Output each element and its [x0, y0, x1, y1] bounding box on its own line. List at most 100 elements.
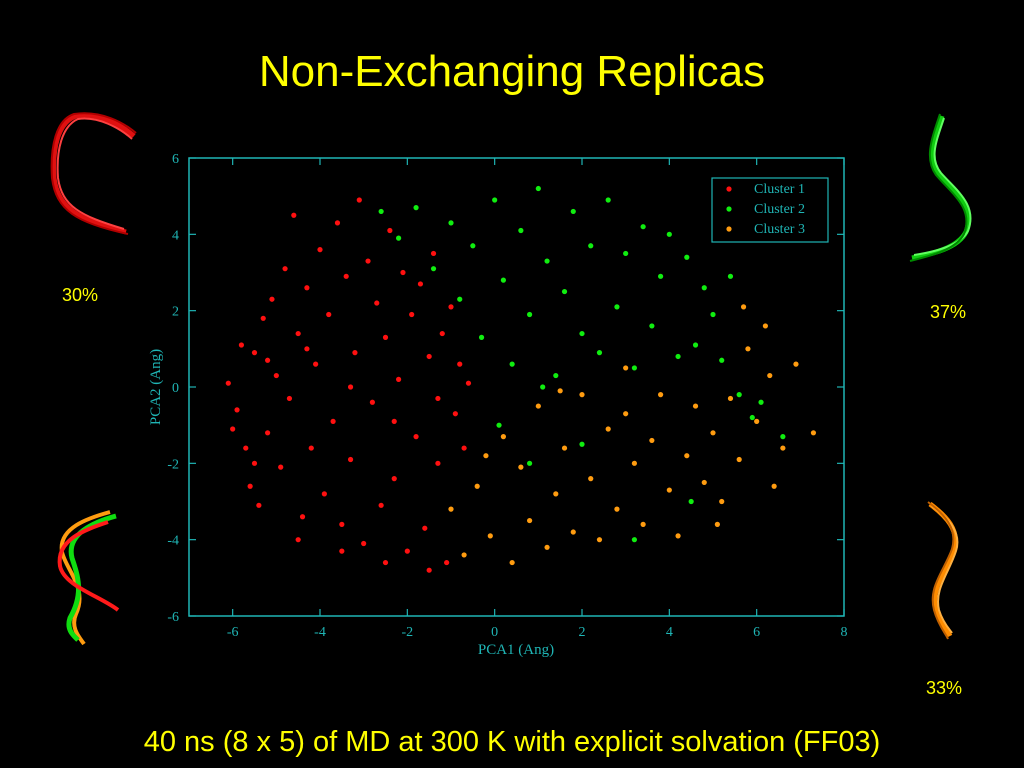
cluster3-point — [535, 403, 541, 409]
cluster1-point — [352, 350, 358, 356]
cluster1-point — [430, 250, 437, 257]
cluster3-point — [596, 537, 603, 543]
cluster1-point — [321, 491, 327, 497]
cluster3-point — [483, 453, 489, 459]
cluster1-point — [391, 418, 397, 424]
cluster1-point — [234, 407, 240, 413]
cluster2-point — [596, 350, 603, 356]
cluster3-point — [658, 392, 664, 398]
cluster1-point — [225, 380, 231, 386]
cluster2-point — [640, 224, 646, 230]
cluster2-point — [666, 231, 672, 237]
cluster3-point — [701, 479, 707, 486]
cluster1-point — [426, 567, 432, 573]
cluster2-point — [623, 250, 629, 257]
cluster2-point — [758, 399, 764, 405]
cluster1-point — [374, 300, 380, 306]
cluster1-point — [465, 380, 472, 386]
cluster1-point — [291, 212, 297, 218]
cluster3-point — [710, 430, 716, 436]
cluster3-point — [649, 437, 655, 444]
cluster2-point — [649, 323, 655, 329]
cluster1-percent: 30% — [62, 285, 99, 305]
x-tick-label: 0 — [491, 625, 498, 640]
y-tick-label: 0 — [172, 381, 179, 396]
cluster3-point — [527, 517, 533, 524]
y-tick-label: -4 — [167, 534, 179, 549]
x-tick-label: 4 — [666, 625, 673, 640]
cluster2-point — [631, 365, 637, 371]
plot-frame — [188, 157, 845, 617]
pca-scatter-chart: -6 -4 -2 0 2 4 6 8 -6 -4 -2 0 2 4 6 PCA1 (Ang) PCA2 (… — [148, 152, 848, 658]
y-tick-label: 4 — [172, 228, 179, 243]
cluster3-point — [561, 445, 568, 451]
cluster2-point — [478, 334, 485, 340]
cluster2-point — [553, 372, 559, 379]
cluster3-point — [727, 395, 734, 402]
cluster2-point — [579, 441, 585, 447]
cluster1-point — [404, 548, 410, 554]
cluster1-point — [369, 399, 375, 405]
cluster2-point — [457, 296, 463, 302]
cluster3-percent: 33% — [926, 678, 963, 698]
cluster3-point — [780, 445, 786, 451]
cluster1-point — [269, 296, 275, 302]
cluster1-point — [387, 227, 393, 234]
cluster1-point — [317, 247, 323, 253]
cluster3-point — [448, 506, 454, 512]
cluster1-point — [273, 372, 279, 379]
x-axis-label: PCA1 (Ang) — [478, 642, 554, 658]
cluster1-point — [308, 445, 314, 451]
cluster1-point — [343, 273, 349, 279]
cluster1-point — [409, 311, 415, 318]
cluster2-point — [719, 357, 725, 363]
cluster2-point — [780, 434, 786, 440]
cluster2-point — [540, 384, 546, 390]
cluster1-point — [461, 445, 467, 451]
x-tick-label: -6 — [227, 625, 239, 640]
cluster2-point — [710, 311, 716, 318]
cluster1-point — [304, 346, 310, 352]
cluster1-point — [313, 361, 319, 367]
cluster1-point — [391, 476, 397, 482]
legend-marker — [726, 226, 732, 232]
cluster1-point — [295, 537, 301, 543]
cluster1-point — [382, 559, 389, 566]
cluster1-point — [243, 445, 249, 451]
cluster3-point — [623, 365, 629, 371]
legend-label: Cluster 1 — [754, 182, 805, 197]
cluster1-point — [304, 285, 310, 291]
cluster1-point — [361, 540, 367, 547]
cluster1-point — [452, 411, 458, 417]
legend-box — [711, 177, 829, 243]
x-axis: -6 -4 -2 0 2 4 6 8 — [227, 158, 848, 640]
cluster1-point — [448, 304, 454, 310]
cluster2-point — [605, 197, 611, 203]
cluster1-point — [417, 281, 424, 287]
cluster3-point — [553, 491, 559, 497]
slide-footer: 40 ns (8 x 5) of MD at 300 K with explic… — [143, 726, 881, 758]
y-tick-label: 6 — [172, 152, 179, 167]
cluster3-point — [754, 418, 760, 424]
cluster1-point — [435, 460, 441, 466]
mixed-structure-icon — [57, 510, 120, 646]
cluster1-point — [251, 350, 258, 356]
cluster2-point — [492, 197, 498, 203]
cluster1-point — [334, 220, 341, 226]
cluster1-point — [256, 502, 262, 508]
cluster1-point — [400, 269, 406, 276]
cluster3-point — [684, 453, 690, 459]
x-tick-label: 6 — [753, 625, 760, 640]
y-tick-label: 2 — [172, 305, 179, 320]
cluster2-point — [701, 285, 707, 291]
cluster2-point — [561, 288, 568, 295]
cluster3-point — [557, 388, 563, 394]
cluster1-point — [339, 521, 345, 527]
cluster2-point — [535, 185, 541, 192]
cluster2-point — [509, 361, 515, 367]
cluster3-point — [719, 498, 725, 505]
cluster2-point — [579, 330, 585, 337]
cluster1-point — [439, 330, 445, 337]
cluster2-point — [430, 266, 437, 272]
cluster3-point — [810, 430, 817, 436]
